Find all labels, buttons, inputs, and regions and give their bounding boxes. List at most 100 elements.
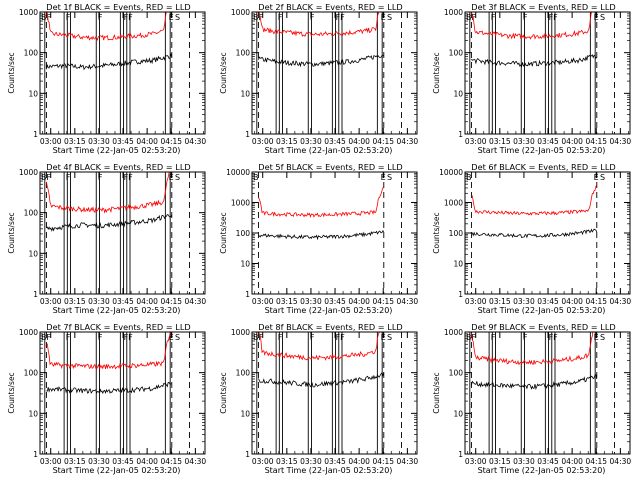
marker-label: B [253,333,259,342]
marker-label: B [41,333,47,342]
series-lld-line [471,184,598,216]
marker-label: F [46,333,51,342]
x-tick-label: 03:15 [64,457,86,466]
y-tick-label: 100 [236,229,251,238]
series-events-line [46,381,172,395]
series-lld-line [258,332,380,361]
y-tick-label: 10 [240,89,250,98]
x-tick-label: 04:00 [348,297,370,306]
x-tick-label: 03:00 [40,297,62,306]
x-tick-label: 04:15 [372,137,394,146]
marker-label: F [523,13,528,22]
marker-label: S [175,173,180,182]
panel-3: Det 3f BLACK = Events, RED = LLDFFFFFESB… [432,2,631,155]
marker-label: F [46,173,51,182]
x-tick-label: 03:15 [276,137,298,146]
x-tick-label: 04:00 [136,297,158,306]
x-tick-label: 03:30 [513,137,535,146]
y-tick-label: 10 [28,249,38,258]
x-tick-label: 04:15 [160,297,182,306]
panel-title: Det 1f BLACK = Events, RED = LLD [46,2,190,12]
x-tick-label: 04:00 [561,137,583,146]
x-axis-label: Start Time (22-Jan-05 02:53:20) [265,466,393,475]
x-tick-label: 03:45 [324,297,346,306]
x-tick-label: 03:00 [465,137,487,146]
series-lld-line [46,332,172,370]
y-tick-label: 10 [453,409,463,418]
panel-title: Det 8f BLACK = Events, RED = LLD [258,322,402,332]
x-tick-label: 04:30 [185,297,207,306]
panel-title: Det 6f BLACK = Events, RED = LLD [471,162,615,172]
y-tick-label: 100 [449,369,464,378]
x-tick-label: 03:45 [537,137,559,146]
panel-title: Det 2f BLACK = Events, RED = LLD [258,2,402,12]
x-axis-label: Start Time (22-Jan-05 02:53:20) [478,306,606,315]
marker-label: F [258,13,263,22]
marker-label: B [466,333,472,342]
x-tick-label: 04:15 [160,457,182,466]
panel-9: Det 9f BLACK = Events, RED = LLDFFFFFESB… [432,322,631,475]
marker-label: F [491,13,496,22]
y-tick-label: 1000 [231,328,250,337]
marker-label: FF [124,173,134,182]
plot-frame [39,331,206,455]
x-tick-label: 04:15 [160,137,182,146]
marker-label: FF [124,13,134,22]
series-lld-line [46,172,170,214]
x-tick-label: 03:00 [465,457,487,466]
series-events-line [258,371,385,388]
x-tick-label: 03:30 [300,137,322,146]
marker-label: F [523,333,528,342]
y-tick-label: 100 [24,369,39,378]
y-tick-label: 100 [236,49,251,58]
x-tick-label: 04:30 [397,297,419,306]
y-tick-label: 1000 [444,8,463,17]
marker-label: F [278,13,283,22]
plot-frame [251,331,418,455]
x-tick-label: 04:30 [397,457,419,466]
y-tick-label: 1 [33,450,38,459]
y-axis-label: Counts/sec [432,372,441,413]
x-axis-label: Start Time (22-Jan-05 02:53:20) [265,146,393,155]
series-events-line [46,53,173,71]
x-tick-label: 03:15 [64,297,86,306]
marker-label: B [466,13,472,22]
y-axis-label: Counts/sec [7,372,16,413]
x-tick-label: 03:45 [537,457,559,466]
series-events-line [258,229,385,241]
plot-frame [464,171,631,295]
series-lld-line [258,187,384,219]
series-events-line [471,228,598,239]
x-tick-label: 03:30 [88,137,110,146]
plot-frame [464,11,631,135]
y-axis-label: Counts/sec [432,212,441,253]
marker-label: B [466,173,472,182]
marker-label: S [600,333,605,342]
marker-label: S [600,13,605,22]
x-tick-label: 04:00 [561,457,583,466]
y-tick-label: 100 [24,49,39,58]
y-tick-label: 1000 [444,328,463,337]
marker-label: F [98,173,103,182]
marker-label: F [471,13,476,22]
plot-frame [39,171,206,295]
y-tick-label: 10 [240,409,250,418]
x-tick-label: 04:30 [610,297,632,306]
y-tick-label: 1 [33,290,38,299]
marker-label: F [491,333,496,342]
y-tick-label: 1000 [19,328,38,337]
x-tick-label: 03:45 [112,457,134,466]
y-tick-label: 100 [236,369,251,378]
plot-frame [464,331,631,455]
y-tick-label: 1 [458,130,463,139]
panel-title: Det 9f BLACK = Events, RED = LLD [471,322,615,332]
panel-title: Det 3f BLACK = Events, RED = LLD [471,2,615,12]
marker-label: F [258,333,263,342]
plot-frame [251,171,418,295]
x-tick-label: 03:30 [513,457,535,466]
marker-label: F [66,173,71,182]
x-tick-label: 03:45 [324,457,346,466]
y-tick-label: 100 [449,49,464,58]
x-tick-label: 04:30 [397,137,419,146]
panel-2: Det 2f BLACK = Events, RED = LLDFFFFFESB… [219,2,419,155]
